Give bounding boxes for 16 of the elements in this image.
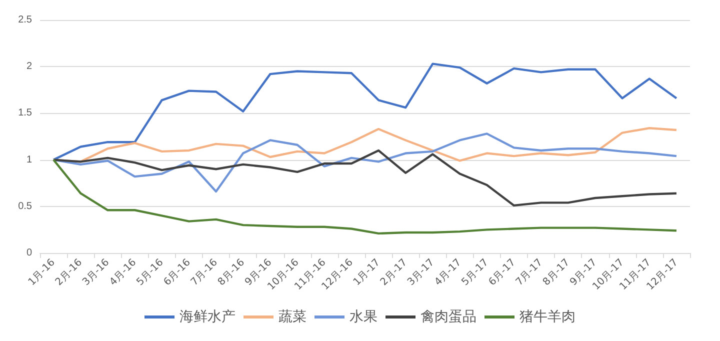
x-tick-label: 3月-17 bbox=[406, 257, 437, 288]
line-series bbox=[52, 62, 678, 161]
y-tick-label: 1 bbox=[26, 154, 32, 166]
legend-label: 水果 bbox=[350, 309, 378, 325]
y-tick-label: 2.5 bbox=[18, 14, 32, 26]
y-tick-label: 0.5 bbox=[18, 200, 32, 212]
legend-label: 蔬菜 bbox=[278, 309, 306, 325]
legend-label: 海鲜水产 bbox=[180, 309, 236, 325]
y-tick-label: 0 bbox=[26, 248, 32, 258]
legend-label: 禽肉蛋品 bbox=[420, 309, 476, 325]
line-series bbox=[52, 149, 678, 207]
y-tick-label: 2 bbox=[26, 61, 32, 72]
legend-label: 猪牛羊肉 bbox=[520, 309, 576, 325]
line-series bbox=[52, 158, 678, 235]
x-tick-label: 3月-16 bbox=[80, 257, 112, 288]
y-tick-label: 1.5 bbox=[18, 108, 32, 119]
